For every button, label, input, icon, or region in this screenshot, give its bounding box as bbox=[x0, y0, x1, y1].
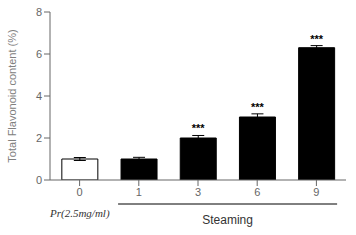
svg-text:Pr(2.5mg/ml): Pr(2.5mg/ml) bbox=[49, 207, 110, 220]
svg-text:8: 8 bbox=[36, 6, 42, 18]
svg-text:0: 0 bbox=[36, 174, 42, 186]
svg-text:3: 3 bbox=[195, 186, 201, 198]
svg-text:***: *** bbox=[192, 122, 206, 134]
svg-text:***: *** bbox=[310, 33, 324, 45]
svg-text:***: *** bbox=[251, 101, 265, 113]
svg-text:0: 0 bbox=[77, 186, 83, 198]
svg-text:Total Flavonoid content (%): Total Flavonoid content (%) bbox=[8, 29, 18, 162]
svg-text:1: 1 bbox=[136, 186, 142, 198]
svg-text:4: 4 bbox=[36, 90, 42, 102]
svg-text:6: 6 bbox=[36, 48, 42, 60]
svg-text:9: 9 bbox=[313, 186, 319, 198]
svg-text:2: 2 bbox=[36, 132, 42, 144]
svg-text:Steaming: Steaming bbox=[202, 213, 253, 227]
svg-text:6: 6 bbox=[254, 186, 260, 198]
